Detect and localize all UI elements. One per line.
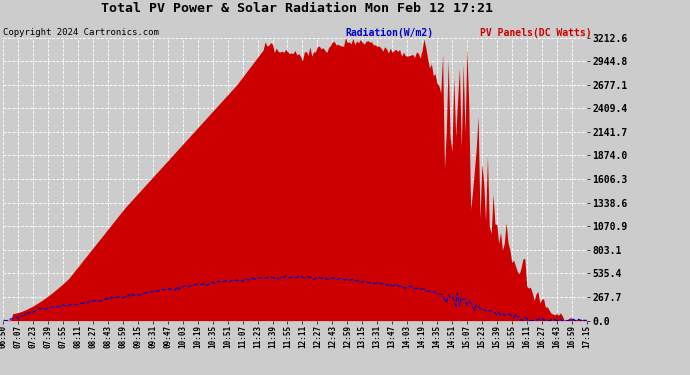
Text: Total PV Power & Solar Radiation Mon Feb 12 17:21: Total PV Power & Solar Radiation Mon Feb…: [101, 2, 493, 15]
Text: PV Panels(DC Watts): PV Panels(DC Watts): [480, 28, 591, 38]
Text: Copyright 2024 Cartronics.com: Copyright 2024 Cartronics.com: [3, 28, 159, 37]
Text: Radiation(W/m2): Radiation(W/m2): [345, 28, 433, 38]
